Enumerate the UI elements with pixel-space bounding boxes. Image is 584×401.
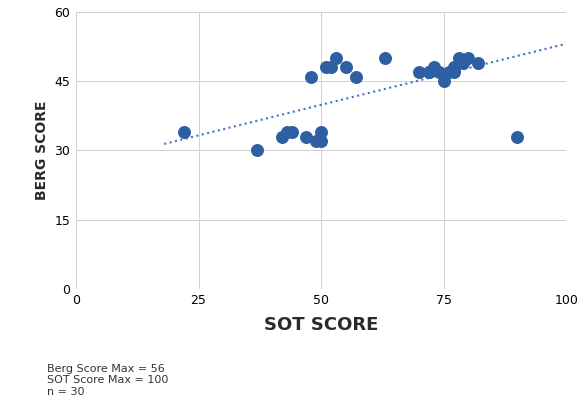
Point	[331, 55, 340, 61]
Point	[287, 129, 297, 135]
Point	[277, 133, 287, 140]
Point	[415, 69, 424, 75]
Point	[282, 129, 291, 135]
Point	[449, 64, 458, 71]
Point	[474, 60, 483, 66]
Point	[459, 60, 468, 66]
Point	[434, 69, 444, 75]
Point	[351, 73, 360, 80]
Point	[341, 64, 350, 71]
Point	[317, 129, 326, 135]
Point	[312, 138, 321, 144]
Point	[179, 129, 189, 135]
Point	[449, 69, 458, 75]
Y-axis label: BERG SCORE: BERG SCORE	[35, 101, 49, 200]
Point	[317, 138, 326, 144]
Point	[253, 147, 262, 154]
Text: Berg Score Max = 56
SOT Score Max = 100
n = 30: Berg Score Max = 56 SOT Score Max = 100 …	[47, 364, 168, 397]
Point	[302, 133, 311, 140]
Point	[444, 69, 453, 75]
Point	[425, 69, 434, 75]
Point	[380, 55, 390, 61]
Point	[464, 55, 473, 61]
Point	[454, 55, 463, 61]
Point	[429, 64, 439, 71]
X-axis label: SOT SCORE: SOT SCORE	[264, 316, 378, 334]
Point	[513, 133, 522, 140]
Point	[439, 78, 449, 85]
Point	[425, 69, 434, 75]
Point	[321, 64, 331, 71]
Point	[326, 64, 336, 71]
Point	[307, 73, 316, 80]
